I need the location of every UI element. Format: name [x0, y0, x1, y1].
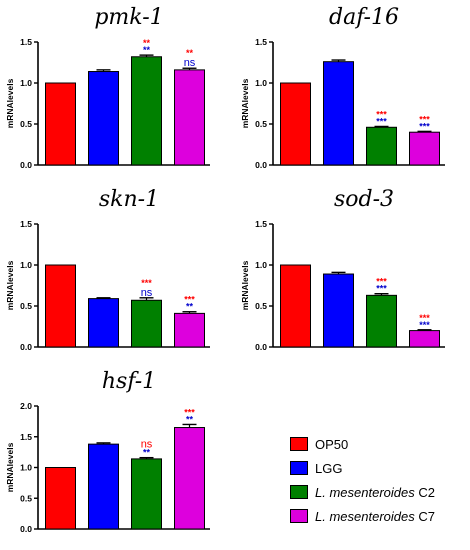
significance-vs-lgg: ** — [186, 302, 194, 312]
y-tick-label: 0.5 — [255, 301, 267, 311]
legend-swatch-lgg — [290, 461, 308, 475]
y-tick-label: 1.5 — [20, 37, 32, 47]
legend-item-op50: OP50 — [290, 432, 470, 456]
bar-c7 — [174, 427, 205, 530]
chart-title: daf-16 — [329, 5, 399, 30]
chart-title: hsf-1 — [102, 369, 156, 394]
bar-c2 — [131, 299, 162, 348]
y-axis-label: mRNAlevels — [240, 78, 250, 128]
y-tick-label: 1.0 — [20, 463, 32, 473]
legend-label-lgg: LGG — [315, 460, 343, 476]
legend-label-c7: L. mesenteroides C7 — [315, 508, 435, 524]
panel-daf-16: daf-16 mRNAlevels 0.0 0.5 1.0 1.5 *** *** *** *** — [235, 0, 450, 175]
y-tick-label: 1.0 — [255, 78, 267, 88]
panel-pmk-1: pmk-1 mRNAlevels 0.0 0.5 1.0 1.5 ** ** ns ** — [0, 0, 215, 175]
significance-vs-lgg: ** — [143, 448, 151, 458]
y-tick-label: 0.5 — [20, 301, 32, 311]
significance-vs-op50: ** — [186, 48, 194, 58]
bar-c7 — [174, 312, 205, 348]
bar-op50 — [45, 264, 76, 348]
legend-item-c7: L. mesenteroides C7 — [290, 504, 470, 528]
panel-skn-1: skn-1 mRNAlevels 0.0 0.5 1.0 1.5 ns *** ** *** — [0, 182, 215, 357]
bar-lgg — [323, 61, 354, 166]
significance-vs-op50: *** — [419, 313, 430, 323]
y-tick-label: 1.5 — [255, 37, 267, 47]
bar-c2 — [131, 56, 162, 166]
significance-vs-lgg: ns — [184, 57, 196, 69]
bar-op50 — [280, 82, 311, 166]
bar-c7 — [174, 69, 205, 166]
y-tick-label: 2.0 — [20, 401, 32, 411]
y-axis-label: mRNAlevels — [5, 442, 15, 492]
bar-lgg — [88, 71, 119, 166]
y-tick-label: 0.0 — [20, 342, 32, 352]
y-tick-label: 0.0 — [20, 524, 32, 534]
bar-c2 — [366, 294, 397, 348]
bar-c7 — [409, 131, 440, 166]
legend: OP50 LGG L. mesenteroides C2 L. mesenter… — [290, 432, 470, 528]
y-tick-label: 1.0 — [20, 78, 32, 88]
y-axis-label: mRNAlevels — [5, 78, 15, 128]
bar-op50 — [45, 467, 76, 530]
y-axis-label: mRNAlevels — [5, 260, 15, 310]
y-tick-label: 1.5 — [20, 219, 32, 229]
significance-vs-op50: *** — [184, 295, 195, 305]
significance-vs-op50: ** — [143, 38, 151, 48]
significance-vs-lgg: *** — [376, 284, 387, 294]
bar-op50 — [45, 82, 76, 166]
bar-c7 — [409, 330, 440, 348]
y-tick-label: 1.5 — [255, 219, 267, 229]
significance-vs-op50: *** — [419, 114, 430, 124]
legend-swatch-op50 — [290, 437, 308, 451]
significance-vs-lgg: ** — [143, 45, 151, 55]
legend-label-c2: L. mesenteroides C2 — [315, 484, 435, 500]
significance-vs-lgg: *** — [376, 116, 387, 126]
bar-lgg — [88, 443, 119, 530]
legend-swatch-c7 — [290, 509, 308, 523]
y-tick-label: 1.5 — [20, 432, 32, 442]
chart-title: skn-1 — [99, 187, 159, 212]
panel-hsf-1: hsf-1 mRNAlevels 0.0 0.5 1.0 1.5 2.0 ** ns ** *** — [0, 364, 215, 539]
significance-vs-lgg: *** — [419, 121, 430, 131]
y-tick-label: 0.0 — [255, 342, 267, 352]
legend-swatch-c2 — [290, 485, 308, 499]
y-tick-label: 1.0 — [20, 260, 32, 270]
y-tick-label: 0.0 — [255, 160, 267, 170]
significance-vs-op50: *** — [184, 407, 195, 417]
significance-vs-op50: *** — [376, 109, 387, 119]
panel-sod-3: sod-3 mRNAlevels 0.0 0.5 1.0 1.5 *** *** *** *** — [235, 182, 450, 357]
legend-item-c2: L. mesenteroides C2 — [290, 480, 470, 504]
significance-vs-lgg: ns — [141, 287, 153, 299]
significance-vs-op50: *** — [141, 278, 152, 288]
y-tick-label: 0.5 — [20, 119, 32, 129]
y-axis-label: mRNAlevels — [240, 260, 250, 310]
chart-title: sod-3 — [334, 187, 394, 212]
bar-op50 — [280, 264, 311, 348]
bar-c2 — [366, 126, 397, 166]
bar-c2 — [131, 458, 162, 530]
y-tick-label: 0.0 — [20, 160, 32, 170]
significance-vs-op50: *** — [376, 277, 387, 287]
bar-lgg — [88, 298, 119, 348]
legend-item-lgg: LGG — [290, 456, 470, 480]
significance-vs-lgg: *** — [419, 320, 430, 330]
y-tick-label: 0.5 — [255, 119, 267, 129]
significance-vs-lgg: ** — [186, 414, 194, 424]
bar-lgg — [323, 273, 354, 348]
significance-vs-op50: ns — [141, 439, 153, 451]
chart-title: pmk-1 — [94, 5, 163, 30]
legend-label-op50: OP50 — [315, 436, 349, 452]
y-tick-label: 0.5 — [20, 493, 32, 503]
y-tick-label: 1.0 — [255, 260, 267, 270]
